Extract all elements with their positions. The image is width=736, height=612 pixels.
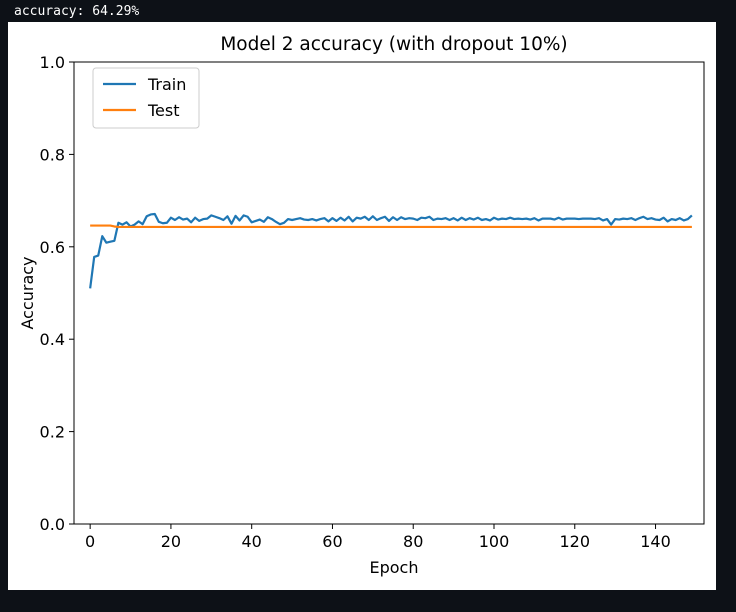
y-tick-label: 0.0 bbox=[40, 515, 65, 534]
chart-figure: Model 2 accuracy (with dropout 10%) 0 20 4… bbox=[8, 22, 716, 590]
x-axis-label: Epoch bbox=[370, 558, 419, 577]
x-tick-label: 20 bbox=[161, 532, 181, 551]
x-tick-label: 100 bbox=[479, 532, 510, 551]
legend-train-label: Train bbox=[147, 75, 186, 94]
y-tick-label: 0.8 bbox=[40, 145, 65, 164]
y-tick-label: 1.0 bbox=[40, 53, 65, 72]
axes-frame bbox=[73, 61, 705, 525]
x-tick-label: 40 bbox=[242, 532, 262, 551]
series-line-test bbox=[90, 224, 692, 229]
x-axis: 0 20 40 60 80 100 120 140 bbox=[85, 524, 671, 551]
x-tick-label: 0 bbox=[85, 532, 95, 551]
y-tick-label: 0.4 bbox=[40, 330, 65, 349]
x-tick-label: 80 bbox=[403, 532, 423, 551]
x-tick-label: 60 bbox=[322, 532, 342, 551]
x-tick-label: 120 bbox=[559, 532, 590, 551]
y-tick-label: 0.6 bbox=[40, 238, 65, 257]
series-line-train bbox=[89, 212, 693, 289]
y-axis: 0.0 0.2 0.4 0.6 0.8 1.0 bbox=[40, 53, 74, 534]
x-tick-label: 140 bbox=[640, 532, 671, 551]
y-tick-label: 0.2 bbox=[40, 423, 65, 442]
plot-area bbox=[89, 212, 693, 289]
chart-title: Model 2 accuracy (with dropout 10%) bbox=[220, 34, 567, 55]
legend-test-label: Test bbox=[147, 101, 180, 120]
chart-svg: Model 2 accuracy (with dropout 10%) 0 20 4… bbox=[18, 34, 705, 577]
legend: Train Test bbox=[92, 67, 200, 129]
cell-output-text: accuracy: 64.29% bbox=[14, 4, 140, 19]
y-axis-label: Accuracy bbox=[18, 256, 37, 329]
